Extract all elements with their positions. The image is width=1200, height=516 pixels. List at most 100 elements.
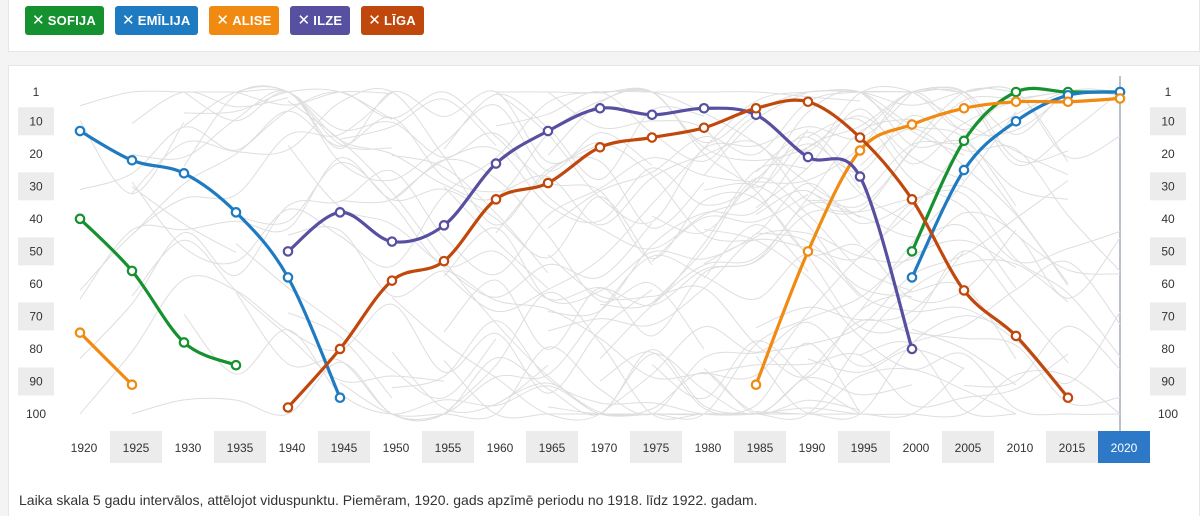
background-line	[963, 325, 1121, 388]
data-point	[386, 275, 398, 286]
y-tick-label-right: 50	[1161, 244, 1175, 258]
background-line	[703, 224, 809, 279]
background-line	[79, 275, 653, 415]
background-line	[755, 367, 965, 418]
background-line	[911, 370, 1121, 418]
data-point	[230, 359, 242, 371]
background-line	[755, 355, 1017, 415]
data-point	[1114, 93, 1126, 104]
x-tick-label: 2005	[955, 441, 982, 455]
data-point	[542, 177, 554, 189]
x-tick-label: 1950	[383, 441, 410, 455]
background-line	[547, 86, 1121, 317]
y-tick-label-left: 100	[26, 407, 46, 421]
data-point	[958, 285, 970, 296]
data-point	[438, 255, 450, 267]
data-point	[906, 343, 918, 355]
data-point	[542, 125, 554, 137]
data-point	[282, 402, 294, 413]
filter-chip-ilze[interactable]: ✕ ILZE	[290, 6, 351, 35]
background-line	[547, 211, 1121, 332]
background-line	[79, 88, 861, 250]
data-point	[386, 236, 398, 247]
background-line	[287, 143, 965, 380]
y-tick-label-right: 1	[1165, 85, 1172, 99]
close-icon[interactable]: ✕	[297, 12, 311, 29]
close-icon[interactable]: ✕	[32, 12, 45, 29]
x-tick-label: 1965	[539, 441, 566, 455]
background-line	[859, 91, 965, 156]
data-point	[74, 213, 86, 225]
data-point	[334, 392, 346, 404]
background-line	[755, 90, 1121, 209]
data-point	[802, 96, 814, 108]
background-line	[599, 163, 809, 309]
x-tick-label: 1960	[487, 441, 514, 455]
y-tick-label-right: 60	[1161, 277, 1175, 291]
filter-chip-liga[interactable]: ✕ LĪGA	[361, 6, 424, 35]
x-tick-band	[526, 431, 578, 463]
x-tick-label: 1975	[643, 441, 670, 455]
background-line	[131, 90, 861, 268]
data-point	[178, 168, 190, 179]
background-line	[131, 90, 653, 182]
y-tick-label-right: 90	[1161, 374, 1175, 388]
series-line	[754, 96, 1122, 387]
data-point	[698, 102, 710, 114]
background-line	[963, 166, 1069, 286]
data-point	[646, 132, 658, 143]
y-tick-label-right: 40	[1161, 212, 1175, 226]
background-line	[79, 91, 1069, 360]
filter-chip-label: EMĪLIJA	[137, 13, 191, 28]
y-tick-label-left: 30	[29, 179, 43, 193]
filter-chip-emilija[interactable]: ✕ EMĪLIJA	[114, 6, 199, 35]
background-line	[443, 182, 913, 304]
y-tick-label-left: 60	[29, 277, 43, 291]
background-line	[703, 368, 861, 414]
data-point	[646, 109, 658, 121]
y-tick-band	[1150, 107, 1186, 136]
y-tick-label-right: 10	[1161, 114, 1175, 128]
data-point	[1010, 86, 1022, 98]
background-line	[547, 406, 756, 416]
x-tick-band	[942, 431, 994, 463]
background-line	[391, 320, 913, 416]
background-line	[859, 111, 1017, 312]
y-tick-label-left: 40	[29, 212, 43, 226]
close-icon[interactable]: ✕	[121, 12, 135, 29]
y-tick-label-left: 20	[29, 147, 43, 161]
series-line	[78, 331, 134, 387]
y-tick-label-right: 30	[1161, 179, 1175, 193]
filter-chip-label: ILZE	[313, 13, 343, 28]
background-line	[235, 162, 1121, 357]
y-tick-label-right: 70	[1161, 309, 1175, 323]
filter-chip-sofija[interactable]: ✕ SOFIJA	[25, 6, 104, 35]
series-layer	[74, 86, 1126, 413]
y-tick-label-left: 1	[33, 85, 40, 99]
close-icon[interactable]: ✕	[216, 12, 230, 29]
background-line	[443, 201, 1017, 350]
background-line	[859, 128, 965, 167]
close-icon[interactable]: ✕	[368, 12, 382, 29]
series-line	[286, 98, 1070, 410]
filter-chip-label: ALISE	[232, 13, 272, 28]
filter-chip-alise[interactable]: ✕ ALISE	[209, 6, 280, 35]
x-tick-label: 1955	[435, 441, 462, 455]
x-tick-band	[318, 431, 370, 463]
background-line	[755, 250, 965, 329]
x-tick-label: 2015	[1059, 441, 1086, 455]
filter-chips: ✕ SOFIJA ✕ EMĪLIJA ✕ ALISE ✕ ILZE ✕ LĪGA	[25, 6, 424, 35]
filter-panel: ✕ SOFIJA ✕ EMĪLIJA ✕ ALISE ✕ ILZE ✕ LĪGA	[8, 0, 1200, 52]
data-point	[1010, 330, 1022, 342]
x-tick-label: 1945	[331, 441, 358, 455]
data-point	[906, 272, 918, 283]
data-point	[178, 337, 190, 348]
y-tick-label-left: 70	[29, 309, 43, 323]
background-line	[495, 143, 601, 234]
filter-chip-label: SOFIJA	[47, 13, 96, 28]
background-line	[443, 291, 1017, 420]
series-ilze	[282, 102, 918, 355]
data-point	[74, 327, 86, 338]
